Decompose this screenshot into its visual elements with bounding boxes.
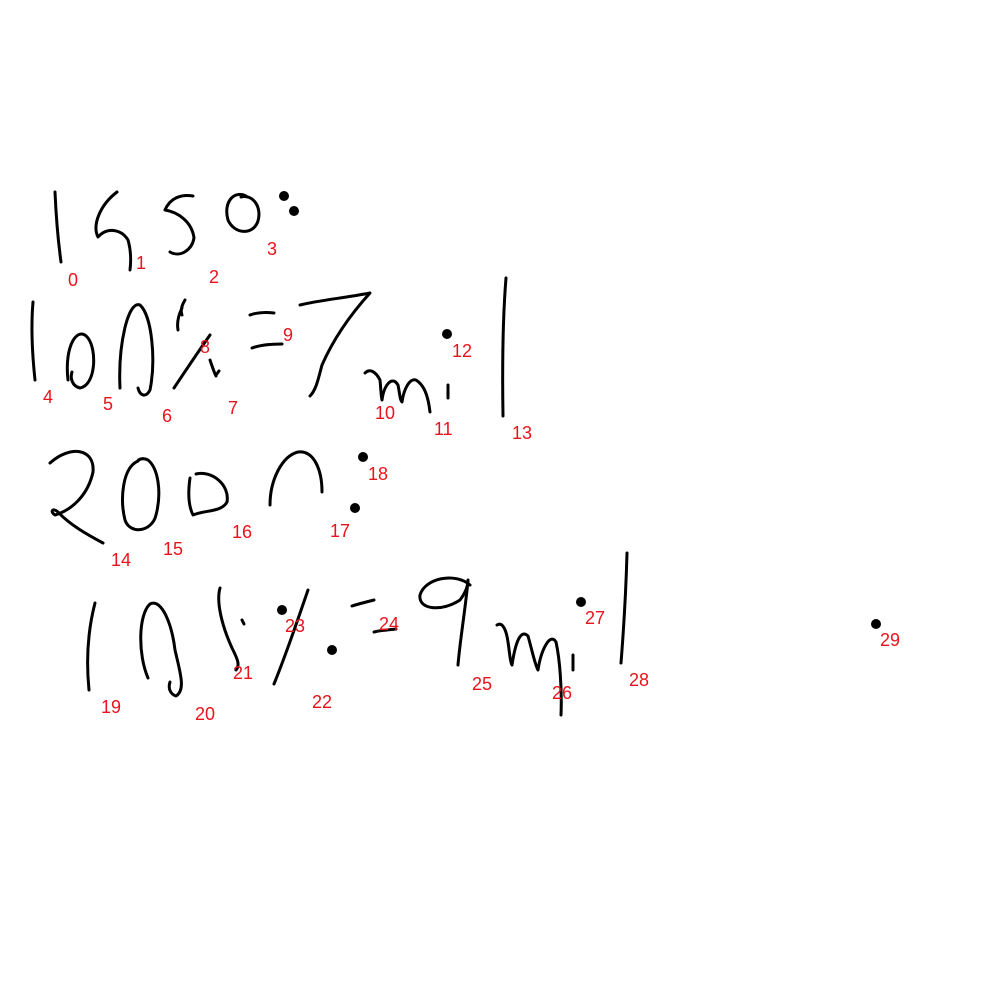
stroke-15 bbox=[121, 457, 161, 531]
dot-27 bbox=[576, 597, 586, 607]
stroke-1 bbox=[94, 190, 133, 272]
label-21: 21 bbox=[233, 663, 253, 683]
label-19: 19 bbox=[101, 697, 121, 717]
stroke-0 bbox=[53, 190, 63, 264]
label-16: 16 bbox=[232, 522, 252, 542]
stroke-28 bbox=[619, 551, 629, 665]
label-28: 28 bbox=[629, 670, 649, 690]
label-6: 6 bbox=[162, 406, 172, 426]
label-18: 18 bbox=[368, 464, 388, 484]
dot-3a bbox=[279, 191, 289, 201]
label-17: 17 bbox=[330, 521, 350, 541]
dot-3b bbox=[289, 206, 299, 216]
dot-22 bbox=[327, 645, 337, 655]
label-26: 26 bbox=[552, 683, 572, 703]
label-24: 24 bbox=[379, 614, 399, 634]
stroke-3 bbox=[225, 193, 261, 233]
dot-23 bbox=[277, 605, 287, 615]
label-29: 29 bbox=[880, 630, 900, 650]
label-8: 8 bbox=[200, 337, 210, 357]
label-23: 23 bbox=[285, 616, 305, 636]
label-14: 14 bbox=[111, 550, 131, 570]
dot-12 bbox=[442, 329, 452, 339]
stroke-labels: 0 1 2 3 4 5 6 7 8 9 10 11 12 13 14 15 16… bbox=[43, 239, 900, 724]
stroke-11 bbox=[363, 369, 432, 414]
label-15: 15 bbox=[163, 539, 183, 559]
label-12: 12 bbox=[452, 341, 472, 361]
dot-29 bbox=[871, 619, 881, 629]
stroke-2 bbox=[163, 194, 196, 256]
stroke-22 bbox=[272, 588, 310, 686]
dot-18 bbox=[358, 452, 368, 462]
stroke-13 bbox=[501, 276, 508, 418]
stroke-10 bbox=[298, 291, 372, 398]
stroke-17 bbox=[268, 450, 324, 507]
label-9: 9 bbox=[283, 325, 293, 345]
stroke-26 bbox=[495, 622, 575, 717]
dot-17 bbox=[350, 503, 360, 513]
stroke-4 bbox=[30, 300, 37, 382]
stroke-14 bbox=[48, 449, 105, 545]
label-13: 13 bbox=[512, 423, 532, 443]
stroke-24 bbox=[350, 598, 398, 634]
stroke-9 bbox=[248, 310, 284, 350]
label-11: 11 bbox=[434, 419, 453, 439]
label-10: 10 bbox=[375, 403, 395, 423]
label-25: 25 bbox=[472, 674, 492, 694]
stroke-5 bbox=[65, 332, 96, 390]
stroke-25 bbox=[418, 576, 472, 667]
label-0: 0 bbox=[68, 270, 78, 290]
label-27: 27 bbox=[585, 608, 605, 628]
stroke-7 bbox=[172, 306, 221, 390]
stroke-6 bbox=[118, 303, 155, 397]
label-5: 5 bbox=[103, 394, 113, 414]
stroke-19 bbox=[86, 601, 97, 692]
label-20: 20 bbox=[195, 704, 215, 724]
label-22: 22 bbox=[312, 692, 332, 712]
stroke-20 bbox=[139, 601, 183, 698]
label-2: 2 bbox=[209, 267, 219, 287]
ink-strokes bbox=[30, 190, 881, 717]
stroke-21 bbox=[217, 586, 246, 672]
stroke-16 bbox=[187, 471, 229, 517]
label-7: 7 bbox=[228, 398, 238, 418]
label-3: 3 bbox=[267, 239, 277, 259]
label-4: 4 bbox=[43, 387, 53, 407]
label-1: 1 bbox=[136, 253, 146, 273]
stroke-8 bbox=[179, 298, 187, 317]
